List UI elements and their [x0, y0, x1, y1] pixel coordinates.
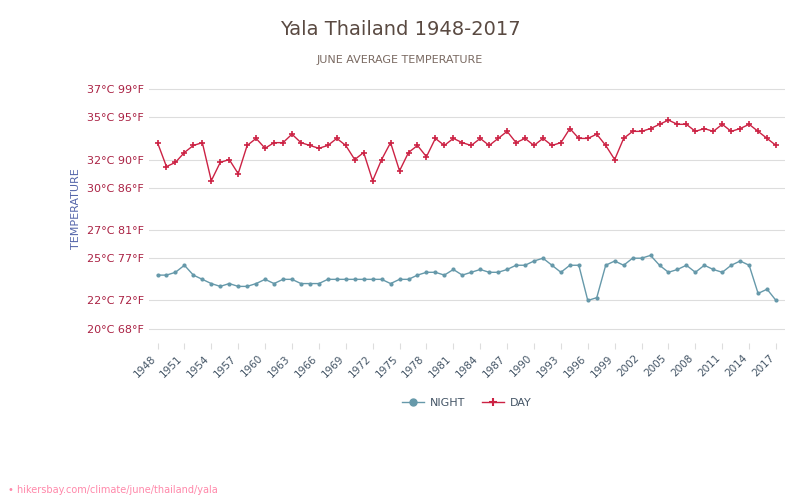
- Y-axis label: TEMPERATURE: TEMPERATURE: [71, 168, 81, 250]
- Text: Yala Thailand 1948-2017: Yala Thailand 1948-2017: [280, 20, 520, 39]
- Text: JUNE AVERAGE TEMPERATURE: JUNE AVERAGE TEMPERATURE: [317, 55, 483, 65]
- Text: • hikersbay.com/climate/june/thailand/yala: • hikersbay.com/climate/june/thailand/ya…: [8, 485, 218, 495]
- Legend: NIGHT, DAY: NIGHT, DAY: [398, 394, 536, 412]
